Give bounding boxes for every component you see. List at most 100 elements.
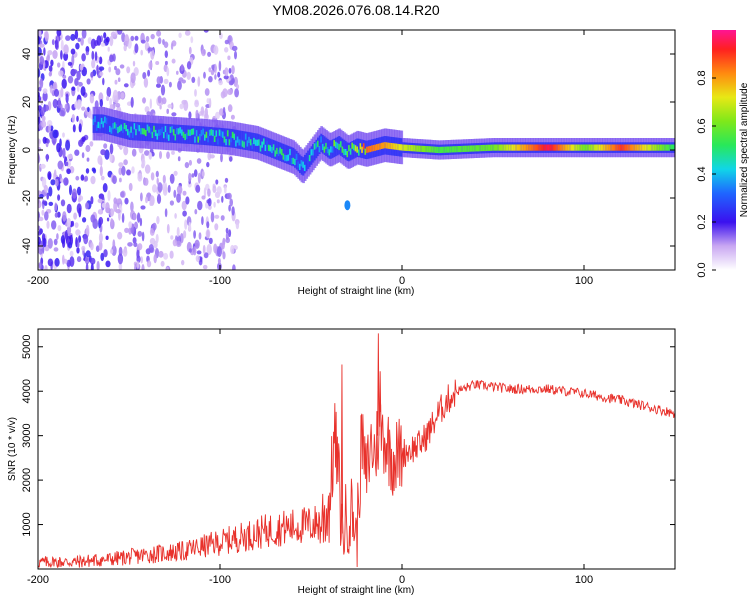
spectrogram-ridge-cell [153,125,156,132]
spectrogram-ridge-cell [508,144,512,151]
spectrogram-noise-cell [208,237,213,245]
spectrogram-noise-cell [76,186,82,196]
spectrogram-band-cell [251,132,255,152]
spectrogram-noise-cell [109,152,113,163]
spectrogram-noise-cell [140,192,143,202]
spectrogram-band-cell [348,142,351,162]
spectrogram-noise-cell [105,36,110,43]
spectrogram-ridge-cell [254,139,258,146]
spectrogram-noise-cell [41,120,47,128]
spectrogram-noise-cell [235,221,240,230]
spectrogram-noise-cell [64,103,68,110]
spectrogram-noise-cell [156,216,160,225]
spectrogram-ridge-cell [256,139,259,146]
spectrogram-band-cell [156,123,160,142]
spectrogram-ridge-cell [182,131,186,138]
spectrogram-band-cell [351,141,354,160]
spectrogram-ridge-cell [192,128,196,135]
spectrogram-noise-cell [115,68,121,76]
spectrogram-ridge-cell [176,128,179,135]
spectrogram-noise-cell [184,219,188,230]
spectrogram-noise-cell [227,55,231,61]
spectrogram-band-cell [274,140,277,160]
spectrogram-noise-cell [197,200,203,211]
spectrogram-noise-cell [38,115,41,125]
spectrogram-band-cell [220,128,223,147]
spectrogram-noise-cell [85,144,91,153]
spectrogram-ridge-cell [110,127,114,134]
spectrogram-noise-cell [53,238,58,246]
spectrogram-ridge-cell [634,144,638,151]
spectrogram-ridge-cell [225,139,228,146]
spectrogram-noise-cell [150,49,155,60]
spectrogram-noise-cell [155,61,160,65]
spectrogram-noise-cell [202,244,206,255]
spectrogram-ridge-cell [485,144,489,151]
spectrogram-band-cell [303,154,307,174]
spectrogram-ridge-cell [412,145,415,152]
spectrogram-ridge-cell [413,145,417,152]
spectrogram-noise-cell [140,39,146,44]
spectrogram-noise-cell [57,194,61,201]
spectrogram-ridge-cell [433,146,436,153]
snr-ytick-label: 2000 [21,468,33,492]
spectrogram-ridge-cell [99,122,102,129]
spectrogram-noise-cell [90,214,96,223]
spectrogram-ridge-cell [421,145,425,152]
spectrogram-ridge-cell [356,146,359,153]
spectrogram-noise-cell [60,199,66,207]
spectrogram-noise-cell [144,150,150,156]
spectrogram-noise-cell [126,66,131,74]
spectrogram-ridge-cell [387,142,390,149]
spectrogram-noise-cell [226,192,232,200]
spectrogram-noise-cell [102,77,105,86]
spectrogram-noise-cell [136,255,141,264]
spectrogram-noise-cell [214,223,219,231]
spectrogram-noise-cell [225,227,229,234]
spectrogram-noise-cell [87,106,90,113]
spectrogram-noise-cell [66,217,72,228]
spectrogram-noise-cell [156,30,162,37]
spectrogram-ridge-cell [228,139,232,146]
spectrogram-noise-cell [40,163,46,169]
spectrogram-ridge-cell [328,149,332,156]
spectrogram-ytick-label: -40 [21,238,33,254]
spectrogram-noise-cell [51,39,55,46]
spectrogram-noise-cell [94,51,98,62]
spectrogram-noise-cell [44,31,49,42]
spectrogram-noise-cell [96,260,100,270]
spectrogram-ridge-cell [351,142,354,149]
spectrogram-noise-cell [190,36,194,44]
spectrogram-noise-cell [78,235,82,243]
spectrogram-ridge-cell [313,143,317,150]
spectrogram-ridge-cell [647,144,651,151]
spectrogram-ridge-cell [263,138,266,145]
spectrogram-noise-cell [85,51,89,56]
spectrogram-ridge-cell [667,144,671,151]
spectrogram-ridge-cell [343,148,346,156]
spectrogram-noise-cell [164,208,168,218]
spectrogram-noise-cell [198,232,202,240]
spectrogram-noise-cell [206,221,210,229]
spectrogram-noise-cell [97,155,103,165]
spectrogram-noise-cell [42,91,48,102]
spectrogram-ridge-cell [336,142,340,149]
spectrogram-ridge-cell [109,125,112,133]
spectrogram-noise-cell [76,241,80,248]
spectrogram-noise-cell [90,242,94,251]
spectrogram-noise-cell [196,158,202,164]
spectrogram-noise-cell [92,168,97,174]
spectrogram-ridge-cell [659,144,662,151]
spectrogram-band-cell [333,138,336,158]
spectrogram-noise-cell [193,169,198,178]
spectrogram-noise-cell [67,61,73,66]
spectrogram-noise-cell [67,153,73,160]
spectrogram-band-cell [110,116,114,136]
spectrogram-noise-cell [38,216,44,222]
spectrogram-noise-cell [106,95,110,102]
snr-line [38,333,675,568]
spectrogram-ridge-cell [464,145,467,152]
spectrogram-ridge-cell [238,139,241,146]
spectrogram-noise-cell [145,196,148,204]
spectrogram-ridge-cell [104,116,107,123]
